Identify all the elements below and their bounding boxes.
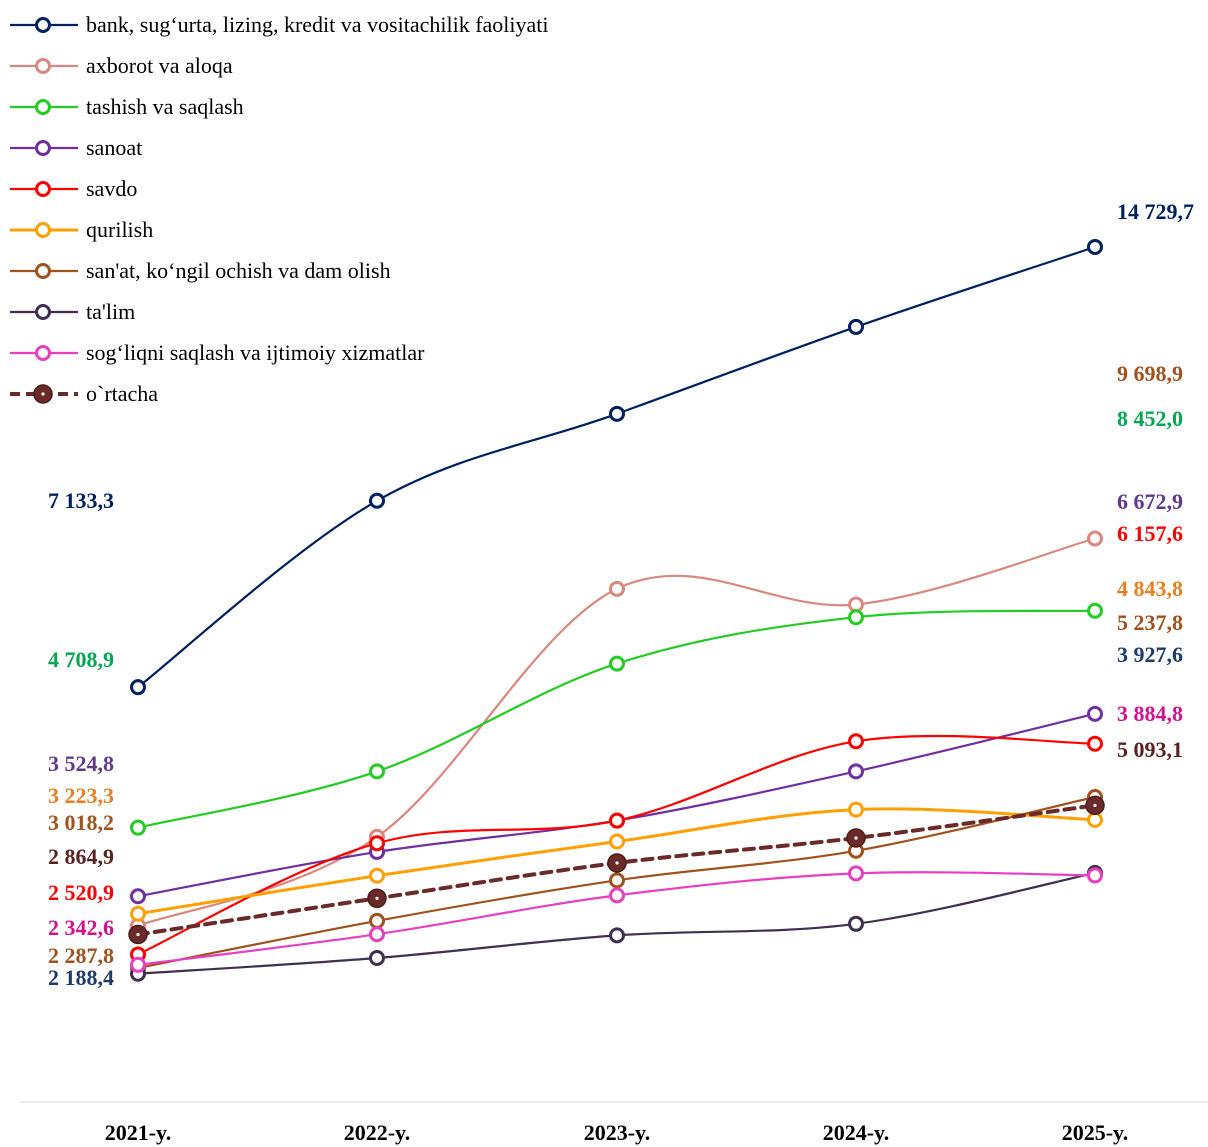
series-2-start-label: 3 018,2 [48,810,114,835]
series-10-point-center [854,836,858,840]
legend-marker [35,222,51,238]
x-tick-label: 2024-y. [823,1120,890,1145]
series-4-end-label: 6 672,9 [1117,489,1183,514]
legend-label: ta'lim [86,299,135,324]
series-3-point [1087,602,1103,619]
series-5-point [1087,735,1103,752]
legend-label: tashish va saqlash [86,94,244,119]
legend-label: bank, sug‘urta, lizing, kredit va vosita… [86,12,549,37]
series-4-point [130,888,146,905]
series-8-end-label: 3 927,6 [1117,642,1183,667]
series-4-start-label: 3 524,8 [48,751,114,776]
legend-label: axborot va aloqa [86,53,233,78]
x-tick-label: 2023-y. [584,1120,651,1145]
series-5-point [609,812,625,829]
series-8-point [848,915,864,932]
series-9-start-label: 2 342,6 [48,915,114,940]
series-3-point [609,655,625,672]
series-markers [128,238,1105,982]
series-10-end-label: 5 093,1 [1117,737,1183,762]
x-tick-label: 2021-y. [105,1120,172,1145]
legend-label: sog‘liqni saqlash va ijtimoiy xizmatlar [86,340,425,365]
series-3-point [369,763,385,780]
series-5-point [848,733,864,750]
series-1-line [136,245,1097,689]
legend-label: savdo [86,176,137,201]
series-2-point [1087,530,1103,547]
series-7-end-label: 5 237,8 [1117,610,1183,635]
x-tick-label: 2022-y. [344,1120,411,1145]
series-3-point [848,609,864,626]
series-10-point-center [1093,803,1097,807]
legend-marker [35,99,51,115]
legend-marker-center [41,392,45,396]
series-9-point [848,865,864,882]
legend-marker [35,263,51,279]
data-labels: 7 133,3 14 729,7 3 018,2 9 698,9 4 708,9 8 45… [48,199,1194,990]
legend: bank, sug‘urta, lizing, kredit va vosita… [10,12,549,406]
series-7-point [369,912,385,929]
series-4-point [848,763,864,780]
series-3-point [130,819,146,836]
series-9-point [369,926,385,943]
series-9-end-label: 3 884,8 [1117,701,1183,726]
x-tick-label: 2025-y. [1062,1120,1129,1145]
series-8-point [609,927,625,944]
series-5-start-label: 2 520,9 [48,880,114,905]
legend-label: san'at, ko‘ngil ochish va dam olish [86,258,391,283]
series-10-point-center [615,861,619,865]
series-10-point-center [136,932,140,937]
series-6-end-label: 4 843,8 [1117,576,1183,601]
series-9-point [130,956,146,973]
series-1-point [369,492,385,509]
series-6-point [1087,811,1103,828]
series-1-end-label: 14 729,7 [1117,199,1194,224]
series-2-point [848,596,864,613]
series-2-end-label: 9 698,9 [1117,361,1183,386]
series-5-point [369,835,385,852]
legend-label: sanoat [86,135,142,160]
series-1-point [609,405,625,422]
series-3-line [136,609,1097,829]
legend-marker [35,181,51,197]
series-2-point [609,580,625,597]
legend-marker [35,58,51,74]
legend-marker [35,345,51,361]
series-6-point [609,833,625,850]
series-3-end-label: 8 452,0 [1117,406,1183,431]
series-6-point [848,801,864,818]
series-5-end-label: 6 157,6 [1117,521,1183,546]
series-7-start-label: 2 287,8 [48,943,114,968]
series-8-start-label: 2 188,4 [48,965,114,990]
series-1-start-label: 7 133,3 [48,488,114,513]
series-6-point [130,905,146,922]
series-6-point [369,867,385,884]
series-3-start-label: 4 708,9 [48,647,114,672]
series-8-point [369,949,385,966]
legend-label: qurilish [86,217,153,242]
series-1-point [848,318,864,335]
legend-marker [35,17,51,33]
legend-label: o`rtacha [86,381,158,406]
series-10-start-label: 2 864,9 [48,844,114,869]
series-10-point-center [375,896,379,900]
series-6-start-label: 3 223,3 [48,783,114,808]
series-4-point [1087,705,1103,722]
series-9-point [1087,867,1103,884]
legend-marker [35,140,51,156]
series-1-point [130,679,146,696]
series-9-point [609,887,625,904]
x-axis: 2021-y. 2022-y. 2023-y. 2024-y. 2025-y. [20,1101,1208,1145]
legend-marker [35,304,51,320]
series-7-point [609,872,625,889]
series-1-point [1087,238,1103,255]
